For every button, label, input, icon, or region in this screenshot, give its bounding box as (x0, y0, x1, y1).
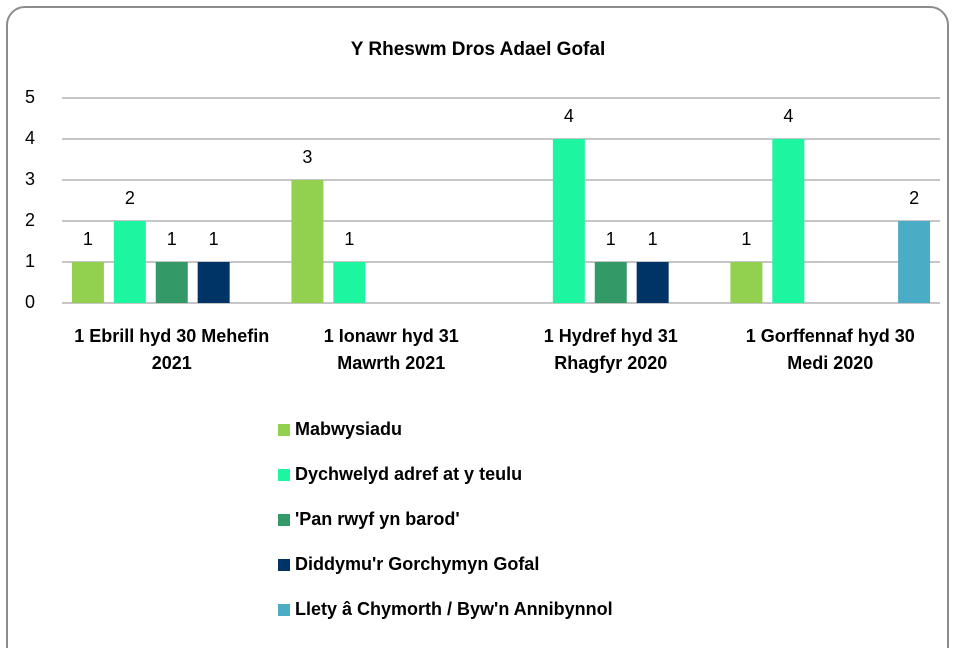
bar (71, 262, 104, 303)
legend-swatch (278, 604, 290, 616)
x-tick-label: 1 Ionawr hyd 31 Mawrth 2021 (323, 326, 459, 373)
bar (594, 262, 627, 303)
legend-swatch (278, 424, 290, 436)
data-label: 1 (167, 229, 177, 249)
legend-label: 'Pan rwyf yn barod' (295, 509, 460, 529)
y-tick-label: 4 (25, 128, 35, 148)
legend-label: Diddymu'r Gorchymyn Gofal (295, 554, 539, 574)
legend-label: Dychwelyd adref at y teulu (295, 464, 522, 484)
legend-label: Mabwysiadu (295, 419, 402, 439)
bar (197, 262, 230, 303)
bar (291, 180, 324, 303)
chart-title: Y Rheswm Dros Adael Gofal (351, 39, 605, 60)
bar (730, 262, 763, 303)
x-tick-label: 1 Hydref hyd 31 Rhagfyr 2020 (543, 326, 678, 373)
y-tick-label: 1 (25, 251, 35, 271)
data-label: 1 (209, 229, 219, 249)
y-tick-label: 2 (25, 210, 35, 230)
x-tick-label: 1 Ebrill hyd 30 Mehefin 2021 (74, 326, 270, 373)
legend-swatch (278, 514, 290, 526)
bar (636, 262, 669, 303)
bar (772, 139, 805, 303)
bar (552, 139, 585, 303)
legend-swatch (278, 559, 290, 571)
bar (155, 262, 188, 303)
legend-swatch (278, 469, 290, 481)
data-label: 2 (125, 188, 135, 208)
data-label: 1 (344, 229, 354, 249)
chart-frame (6, 6, 949, 648)
data-label: 4 (783, 106, 793, 126)
data-label: 1 (741, 229, 751, 249)
data-label: 1 (648, 229, 658, 249)
data-label: 3 (302, 147, 312, 167)
bar (113, 221, 146, 303)
y-tick-label: 0 (25, 292, 35, 312)
data-label: 1 (83, 229, 93, 249)
x-tick-label: 1 Gorffennaf hyd 30 Medi 2020 (745, 326, 915, 373)
data-label: 1 (606, 229, 616, 249)
y-tick-label: 3 (25, 169, 35, 189)
y-tick-label: 5 (25, 87, 35, 107)
bar (333, 262, 366, 303)
data-label: 2 (909, 188, 919, 208)
legend-label: Llety â Chymorth / Byw'n Annibynnol (295, 599, 613, 619)
bar (898, 221, 931, 303)
data-label: 4 (564, 106, 574, 126)
